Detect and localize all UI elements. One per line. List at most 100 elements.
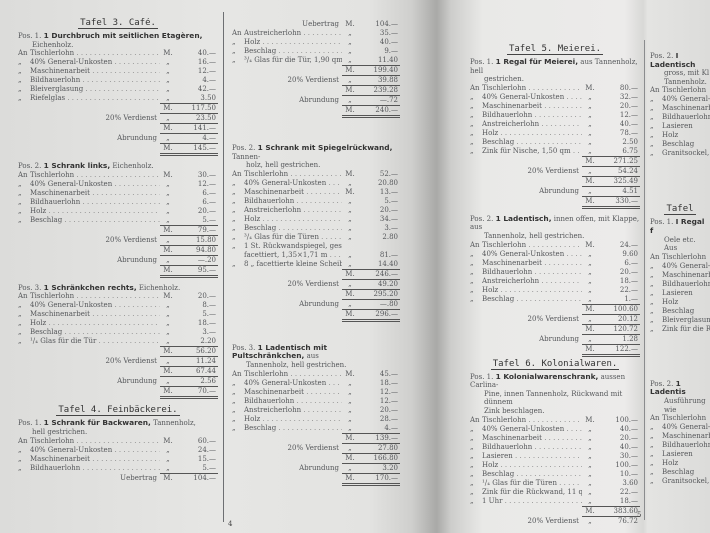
cost-item-row: „ Lasieren bbox=[650, 450, 710, 459]
amount-cell: M. 240.— bbox=[342, 105, 400, 118]
amount-cell: M. 100.60 bbox=[582, 303, 640, 314]
amount-value: 1.28 bbox=[622, 334, 638, 343]
calculation-row: 20% Verdienst „ 39.88 bbox=[232, 75, 400, 85]
amount-cell: „ 20.80 bbox=[342, 179, 400, 188]
line-label: Bildhauerlohn bbox=[662, 279, 710, 288]
amount-cell: M. 271.25 bbox=[582, 155, 640, 166]
currency-mark: M. bbox=[163, 292, 173, 301]
line-label: 40% General-Unkosten bbox=[482, 93, 582, 102]
cost-item-row: An Tischlerlohn bbox=[650, 414, 710, 423]
line-label: 40% General-Un bbox=[662, 423, 710, 432]
position-name: I Ladentisch bbox=[650, 52, 696, 69]
line-label: Beschlag bbox=[244, 224, 342, 233]
line-prefix: „ bbox=[232, 396, 236, 405]
line-label: Beschlag bbox=[482, 295, 582, 304]
line-label: Zink für Nische, 1,50 qm bbox=[482, 147, 582, 156]
table-heading: Tafel 5. Meierei. bbox=[470, 44, 640, 55]
amount-value: 18.— bbox=[619, 496, 638, 505]
amount-value: 30.— bbox=[197, 170, 216, 179]
line-label: Holz bbox=[662, 459, 679, 468]
amount-cell: „ 30.— bbox=[582, 452, 640, 461]
amount-value: 3.— bbox=[384, 223, 398, 232]
line-prefix: „ bbox=[18, 206, 22, 215]
amount-cell: „ 32.— bbox=[582, 93, 640, 102]
cost-item-row: „ Maschinenarbeit bbox=[650, 104, 710, 113]
currency-mark: „ bbox=[166, 319, 170, 328]
subtotal-row: M. 94.80 bbox=[18, 244, 218, 255]
line-label: 20% Verdienst bbox=[105, 357, 157, 366]
amount-cell: „ 9.— bbox=[342, 47, 400, 56]
cost-item-row: „ 40% General-Unkosten „ 40.— bbox=[470, 425, 640, 434]
currency-mark: „ bbox=[166, 445, 170, 454]
line-label: Beschlag bbox=[482, 470, 582, 479]
next-page-column: Pos. 2. I Ladentisch gross, mit Kl Tannenh… bbox=[650, 52, 710, 522]
subtotal-row: M. 117.50 bbox=[18, 103, 218, 113]
line-label: Beschlag bbox=[662, 140, 695, 149]
amount-cell: „ 4.— bbox=[342, 424, 400, 433]
currency-mark: „ bbox=[348, 205, 352, 214]
amount-cell: „ 100.— bbox=[582, 461, 640, 470]
line-label: Granitsockel, 2, bbox=[662, 149, 710, 158]
cost-item-row: „ Holz „ 22.— bbox=[470, 286, 640, 295]
line-label: Abrundung bbox=[117, 377, 157, 386]
line-prefix: An bbox=[18, 292, 28, 301]
position-name: 1 Kolonialwarenschrank, bbox=[495, 371, 599, 381]
position-header: Pos. 1. 1 Schrank für Backwaren, Tannenh… bbox=[18, 419, 218, 428]
amount-cell: „ —.20 bbox=[160, 254, 218, 265]
line-label: Maschinenarbeit bbox=[662, 270, 710, 279]
amount-value: 295.20 bbox=[373, 289, 399, 298]
currency-mark: M. bbox=[163, 245, 173, 254]
line-prefix: „ bbox=[470, 119, 474, 128]
line-prefix: „ bbox=[470, 451, 474, 460]
currency-mark: M. bbox=[345, 187, 355, 196]
cost-item-row: „ Holz „ 18.— bbox=[18, 319, 218, 328]
amount-cell: „ 15.80 bbox=[160, 234, 218, 245]
line-label: 1 St. Rückwandspiegel, geschweift und bbox=[244, 241, 342, 250]
cost-item-row: „ Maschinenarbeit „ 6.— bbox=[470, 259, 640, 268]
amount-value: 240.— bbox=[375, 106, 398, 114]
line-label: Uebertrag bbox=[302, 20, 339, 28]
column-rule-right bbox=[644, 40, 645, 520]
amount-cell: „ 54.24 bbox=[582, 165, 640, 176]
currency-mark: „ bbox=[348, 214, 352, 223]
line-prefix: „ bbox=[18, 94, 22, 103]
amount-cell: „ 12.— bbox=[160, 180, 218, 189]
amount-value: 4.— bbox=[384, 423, 398, 432]
cost-item-row: „ Lasieren bbox=[650, 122, 710, 131]
amount-cell: M. 30.— bbox=[160, 171, 218, 180]
currency-mark: M. bbox=[163, 144, 173, 153]
amount-value: 6.— bbox=[202, 197, 216, 206]
line-prefix: „ bbox=[650, 122, 654, 131]
currency-mark: „ bbox=[588, 442, 592, 451]
line-label: Lasieren bbox=[662, 450, 693, 459]
line-label: Holz bbox=[482, 129, 582, 138]
amount-value: 40.— bbox=[379, 38, 398, 46]
currency-mark: „ bbox=[588, 249, 592, 258]
amount-cell: „ 20.— bbox=[582, 268, 640, 277]
line-prefix: „ bbox=[650, 450, 654, 459]
amount-cell: „ 76.72 bbox=[582, 515, 640, 524]
cost-item-row: „ Beschlag „ 1.— bbox=[470, 295, 640, 304]
cost-item-row: AnTischlerlohnM. 100.— bbox=[470, 416, 640, 425]
right-page-column: Tafel 5. Meierei. Pos. 1. 1 Regal für Mei… bbox=[470, 44, 640, 524]
cost-item-row: Uebertrag M. 104.— bbox=[232, 20, 400, 29]
position-number: Pos. 1. bbox=[470, 372, 494, 381]
cost-item-row: „³/₄ Glas für die Tür, 1,90 qm à M. 6.—„… bbox=[232, 56, 400, 65]
position-material: innen offen, mit Klappe, aus bbox=[470, 214, 640, 232]
line-prefix: „ bbox=[18, 454, 22, 463]
line-label: Anstreicherlohn bbox=[244, 206, 342, 215]
subtotal-row: M. 271.25 bbox=[470, 155, 640, 166]
position-material: Tannenholz, bbox=[153, 419, 196, 428]
calculation-row: 20% Verdienst „ 20.12 bbox=[470, 313, 640, 324]
subtotal-row: M. 295.20 bbox=[232, 288, 400, 299]
amount-value: 14.40 bbox=[377, 259, 398, 268]
amount-cell: M. 45.— bbox=[342, 370, 400, 379]
cost-item-row: „ Bildhauerlohn bbox=[650, 280, 710, 289]
amount-value: 6.— bbox=[624, 258, 638, 267]
amount-value: 12.— bbox=[379, 387, 398, 396]
position-description: Oele etc. Aus bbox=[664, 235, 696, 253]
amount-value: 5.— bbox=[202, 310, 216, 319]
position-name: I Regal f bbox=[650, 217, 705, 235]
cost-item-row: „ 1 St. Rückwandspiegel, geschweift und bbox=[232, 242, 400, 251]
